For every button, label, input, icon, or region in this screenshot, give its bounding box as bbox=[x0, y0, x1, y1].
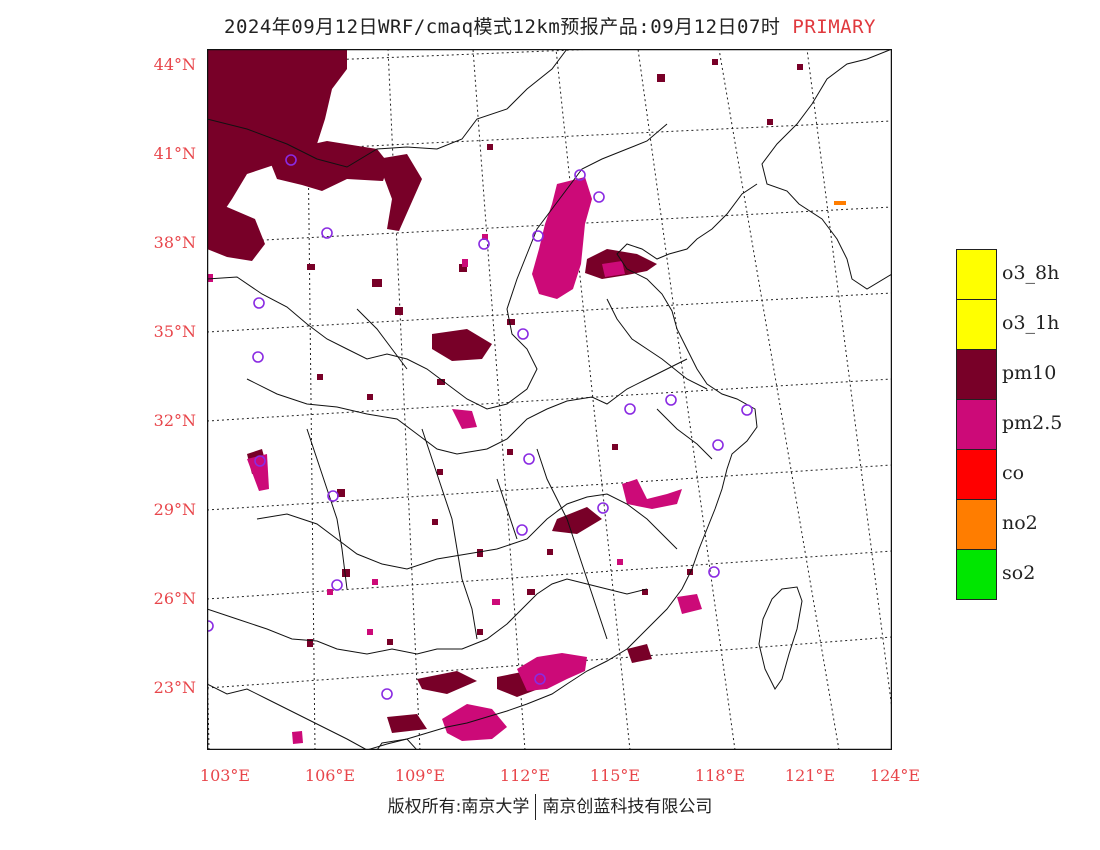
pm10-south-4 bbox=[387, 714, 427, 733]
hainan-outline bbox=[376, 738, 418, 750]
lon-label-121: 121°E bbox=[784, 766, 836, 785]
lat-label-32: 32°N bbox=[153, 411, 196, 430]
lon-label-124: 124°E bbox=[869, 766, 921, 785]
pm25-north-plume bbox=[532, 177, 592, 299]
copyright-footer: 版权所有:南京大学 南京创蓝科技有限公司 bbox=[0, 792, 1100, 820]
pollution-speckles bbox=[307, 59, 803, 647]
lon-label-115: 115°E bbox=[589, 766, 641, 785]
lon-label-106: 106°E bbox=[304, 766, 356, 785]
copyright-left: 版权所有:南京大学 bbox=[387, 797, 530, 817]
pm25-se bbox=[677, 594, 702, 614]
pm10-northwest-plume bbox=[207, 49, 347, 214]
legend-label-pm25: pm2.5 bbox=[1002, 412, 1063, 434]
boundary-lines bbox=[207, 49, 892, 750]
pm25-sw-small bbox=[292, 731, 303, 744]
coastline bbox=[366, 49, 892, 750]
lat-label-44: 44°N bbox=[153, 55, 196, 74]
pm10-central-patch bbox=[432, 329, 492, 361]
pm10-north-strip bbox=[377, 154, 422, 231]
pm10-south-3 bbox=[627, 644, 652, 663]
lon-label-109: 109°E bbox=[394, 766, 446, 785]
graticule-lon bbox=[207, 49, 892, 750]
footer-separator bbox=[535, 794, 537, 820]
legend-label-pm10: pm10 bbox=[1002, 362, 1057, 384]
pm10-plume-west bbox=[207, 207, 265, 261]
lon-label-112: 112°E bbox=[499, 766, 551, 785]
lat-label-35: 35°N bbox=[153, 322, 196, 341]
taiwan-outline bbox=[758, 586, 803, 690]
legend-swatch-pm10 bbox=[956, 349, 997, 400]
title-tag: PRIMARY bbox=[792, 16, 876, 38]
legend-swatch-o3-8h bbox=[956, 249, 997, 300]
pm25-speckles bbox=[207, 234, 623, 635]
legend-swatch-so2 bbox=[956, 549, 997, 600]
lat-label-26: 26°N bbox=[153, 589, 196, 608]
legend-label-o3-8h: o3_8h bbox=[1002, 262, 1060, 284]
legend-swatch-co bbox=[956, 449, 997, 500]
legend-swatch-no2 bbox=[956, 499, 997, 550]
lon-label-118: 118°E bbox=[694, 766, 746, 785]
pm25-east-arc bbox=[622, 479, 682, 509]
station-markers bbox=[207, 154, 753, 700]
legend-label-so2: so2 bbox=[1002, 562, 1036, 584]
lat-label-29: 29°N bbox=[153, 500, 196, 519]
forecast-map bbox=[207, 49, 892, 750]
no2-spot bbox=[834, 201, 846, 205]
pm25-south-big bbox=[517, 653, 587, 691]
pm25-areas bbox=[247, 177, 702, 744]
pm10-south-1 bbox=[417, 671, 477, 694]
lat-label-23: 23°N bbox=[153, 678, 196, 697]
pm10-se-patch bbox=[552, 507, 602, 534]
legend-swatch-o3-1h bbox=[956, 299, 997, 350]
legend-label-o3-1h: o3_1h bbox=[1002, 312, 1060, 334]
pm25-east-spot bbox=[602, 261, 625, 277]
copyright-right: 南京创蓝科技有限公司 bbox=[542, 797, 713, 817]
chart-title: 2024年09月12日WRF/cmaq模式12km预报产品:09月12日07时 P… bbox=[0, 12, 1100, 39]
lon-label-103: 103°E bbox=[199, 766, 251, 785]
title-text: 2024年09月12日WRF/cmaq模式12km预报产品:09月12日07时 bbox=[224, 16, 781, 38]
province-borders bbox=[207, 49, 713, 750]
pm25-south-coast bbox=[442, 704, 507, 741]
legend-swatch-pm25 bbox=[956, 399, 997, 450]
map-frame bbox=[207, 49, 892, 750]
pm10-north-band bbox=[267, 141, 389, 191]
pm25-west-arc bbox=[247, 454, 269, 491]
lat-label-41: 41°N bbox=[153, 144, 196, 163]
pm25-central-arc bbox=[452, 409, 477, 429]
legend-label-no2: no2 bbox=[1002, 512, 1038, 534]
lat-label-38: 38°N bbox=[153, 233, 196, 252]
legend-label-co: co bbox=[1002, 462, 1025, 484]
